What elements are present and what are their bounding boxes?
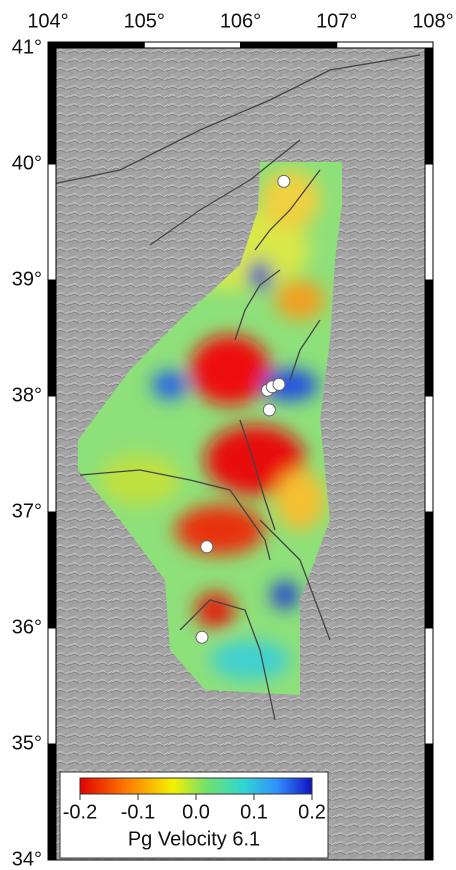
x-tick-label: 108° [412, 10, 453, 32]
map: Pg Velocity 6.1 104° 105° 106° 107° 108° 34° 3… [0, 0, 456, 870]
y-tick-label: 37° [12, 500, 42, 522]
frame-segment [241, 42, 337, 48]
frame-segment [425, 280, 433, 396]
x-tick-label: 106° [220, 10, 261, 32]
y-tick-label: 39° [12, 268, 42, 290]
frame-segment [48, 164, 56, 280]
frame-segment [425, 512, 433, 628]
colorbar-title: Pg Velocity 6.1 [128, 828, 260, 850]
frame-segment [425, 628, 433, 744]
frame-segment [425, 744, 433, 860]
station [196, 631, 208, 643]
frame-segment [337, 42, 433, 48]
y-tick-label: 38° [12, 384, 42, 406]
colorbar-tick-label: 0.1 [240, 801, 268, 823]
colorbar-tick-label: -0.1 [121, 801, 155, 823]
station [263, 404, 275, 416]
frame-segment [425, 48, 433, 164]
y-tick-label: 35° [12, 732, 42, 754]
frame-segment [48, 628, 56, 744]
y-tick-label: 36° [12, 616, 42, 638]
station [278, 175, 290, 187]
frame-segment [48, 42, 144, 48]
y-tick-label: 34° [12, 848, 42, 870]
frame-segment [48, 512, 56, 628]
frame-segment [48, 48, 56, 164]
page: Pg Velocity 6.1 104° 105° 106° 107° 108° 34° 3… [0, 0, 456, 870]
colorbar [80, 778, 312, 794]
frame-segment [48, 280, 56, 396]
frame-segment [48, 396, 56, 512]
x-tick-label: 105° [124, 10, 165, 32]
colorbar-tick-label: 0.0 [182, 801, 210, 823]
y-tick-label: 40° [12, 152, 42, 174]
station [273, 378, 285, 390]
station [201, 541, 213, 553]
y-tick-label: 41° [12, 36, 42, 58]
colorbar-tick-label: 0.2 [298, 801, 326, 823]
x-tick-label: 104° [27, 10, 68, 32]
frame-segment [425, 164, 433, 280]
x-tick-label: 107° [316, 10, 357, 32]
colorbar-tick-label: -0.2 [63, 801, 97, 823]
frame-segment [48, 744, 56, 860]
frame-segment [425, 396, 433, 512]
frame-segment [144, 42, 240, 48]
